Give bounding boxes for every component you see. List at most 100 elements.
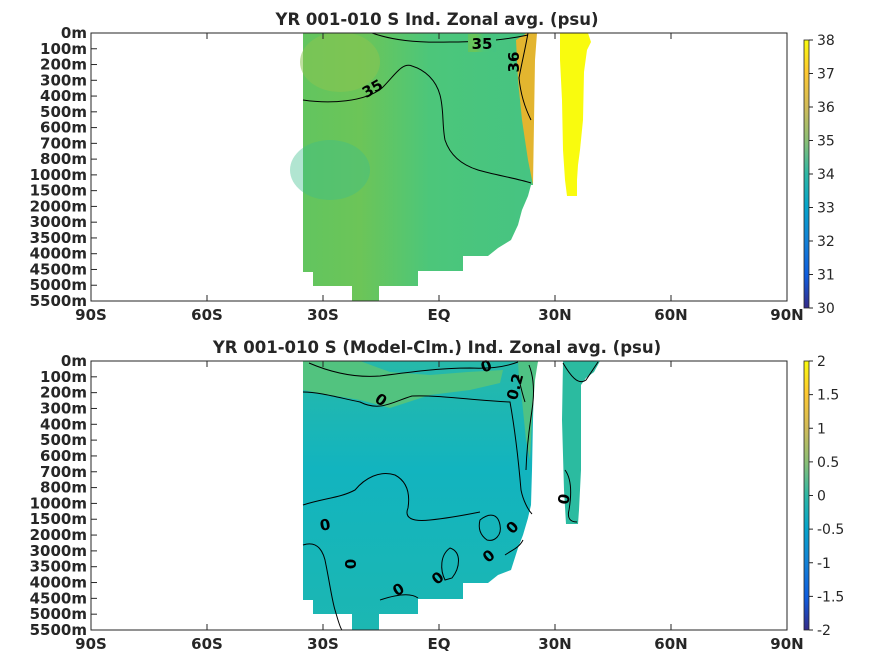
contour-35-upper	[371, 33, 529, 43]
colorbar-tick-label: 1	[817, 421, 826, 437]
contour-zero	[478, 514, 501, 541]
y-tick-label: 800m	[40, 479, 87, 497]
x-tick-label: 60N	[654, 306, 687, 324]
colorbar-tick-label: 37	[817, 67, 835, 83]
colorbar-tick-label: -0.5	[817, 522, 844, 538]
salinity-field-redsea	[560, 33, 591, 196]
colorbar-tick-label: -1.5	[817, 589, 844, 605]
axis-ticks	[90, 32, 788, 302]
x-tick-label: 30S	[307, 306, 339, 324]
y-tick-label: 5000m	[30, 276, 87, 294]
y-tick-label: 800m	[40, 150, 87, 168]
salinity-low-patch	[290, 140, 370, 200]
x-tick-label: 90N	[770, 306, 803, 324]
colorbar-tick-label: 1.5	[817, 388, 839, 404]
y-tick-label: 4000m	[30, 574, 87, 592]
y-tick-label: 2000m	[30, 197, 87, 215]
salinity-anomaly-field-north	[562, 361, 600, 524]
contour-35-lower	[302, 64, 532, 184]
chart-title: YR 001-010 S Ind. Zonal avg. (psu)	[275, 10, 599, 29]
y-tick-label: 5500m	[30, 292, 87, 310]
y-axis-labels: 0m100m200m300m400m500m600m700m800m1000m1…	[30, 24, 87, 310]
contour-label: 0	[318, 515, 331, 535]
colorbar-ticks: 2 1.5 1 0.5 0 -0.5 -1 -1.5 -2	[809, 354, 844, 639]
x-tick-label: EQ	[428, 306, 451, 324]
y-tick-label: 4000m	[30, 245, 87, 263]
salinity-anomaly-field-main	[303, 361, 538, 630]
colorbar-tick-label: 32	[817, 234, 835, 250]
y-tick-label: 500m	[40, 431, 87, 449]
x-axis-labels: 90S 60S 30S EQ 30N 60N 90N	[75, 635, 804, 653]
contour-zero	[504, 539, 524, 556]
x-tick-label: EQ	[428, 635, 451, 653]
y-tick-label: 400m	[40, 87, 87, 105]
y-tick-label: 200m	[40, 384, 87, 402]
salinity-field-main	[303, 33, 533, 301]
y-tick-label: 300m	[40, 399, 87, 417]
chart-title: YR 001-010 S (Model-Clm.) Ind. Zonal avg…	[212, 338, 661, 357]
contour-zero	[441, 547, 459, 581]
colorbar-tick-label: 2	[817, 354, 826, 370]
y-tick-label: 4500m	[30, 589, 87, 607]
axis-ticks	[90, 360, 788, 631]
y-tick-label: 1500m	[30, 510, 87, 528]
salinity-anomaly-warm-patch	[303, 361, 503, 408]
y-tick-label: 3500m	[30, 229, 87, 247]
y-tick-label: 400m	[40, 415, 87, 433]
y-tick-label: 1000m	[30, 494, 87, 512]
y-tick-label: 0m	[61, 24, 87, 42]
colorbar-tick-label: 30	[817, 301, 835, 317]
y-tick-label: 3500m	[30, 558, 87, 576]
y-tick-label: 5500m	[30, 621, 87, 639]
y-tick-label: 0m	[61, 352, 87, 370]
contour-36	[518, 33, 532, 121]
y-tick-label: 5000m	[30, 605, 87, 623]
mask-notch	[303, 272, 308, 286]
y-tick-label: 3000m	[30, 213, 87, 231]
contour-zero	[562, 361, 599, 383]
colorbar-tick-label: 35	[817, 134, 835, 150]
y-axis-labels: 0m100m200m300m400m500m600m700m800m1000m1…	[30, 352, 87, 639]
colorbar-tick-label: 0	[817, 489, 826, 505]
x-tick-label: 60S	[191, 635, 223, 653]
contour-lines	[302, 361, 599, 630]
colorbar	[803, 360, 810, 631]
x-tick-label: 60N	[654, 635, 687, 653]
y-tick-label: 100m	[40, 368, 87, 386]
panel-top: YR 001-010 S Ind. Zonal avg. (psu) 35 36…	[30, 10, 835, 324]
contour-label: 35	[472, 35, 493, 53]
colorbar	[803, 39, 810, 309]
y-tick-label: 500m	[40, 103, 87, 121]
salinity-high-patch	[300, 33, 380, 92]
y-tick-label: 4500m	[30, 260, 87, 278]
contour-zero	[525, 364, 534, 471]
x-tick-label: 90N	[770, 635, 803, 653]
heatmap-field	[302, 361, 600, 630]
y-tick-label: 600m	[40, 447, 87, 465]
colorbar-tick-label: 33	[817, 201, 835, 217]
contour-zero	[308, 361, 519, 377]
colorbar-tick-label: 0.5	[817, 455, 839, 471]
contour-zero	[517, 374, 526, 403]
y-tick-label: 100m	[40, 40, 87, 58]
y-tick-label: 1500m	[30, 182, 87, 200]
x-axis-labels: 90S 60S 30S EQ 30N 60N 90N	[75, 306, 804, 324]
y-tick-label: 200m	[40, 56, 87, 74]
y-tick-label: 1000m	[30, 166, 87, 184]
contour-zero	[302, 543, 343, 630]
panel-bottom: YR 001-010 S (Model-Clm.) Ind. Zonal avg…	[30, 338, 845, 653]
contour-zero	[302, 391, 533, 515]
colorbar-tick-label: 38	[817, 33, 835, 49]
colorbar-tick-label: -1	[817, 556, 831, 572]
contour-zero	[379, 594, 419, 601]
colorbar-tick-label: 36	[817, 100, 835, 116]
contour-label: 0	[341, 559, 359, 569]
y-tick-label: 700m	[40, 134, 87, 152]
contour-zero	[302, 473, 481, 521]
x-tick-label: 30S	[307, 635, 339, 653]
contour-label: 36	[505, 52, 523, 73]
contour-lines	[302, 33, 532, 184]
y-tick-label: 300m	[40, 71, 87, 89]
x-tick-label: 30N	[538, 306, 571, 324]
